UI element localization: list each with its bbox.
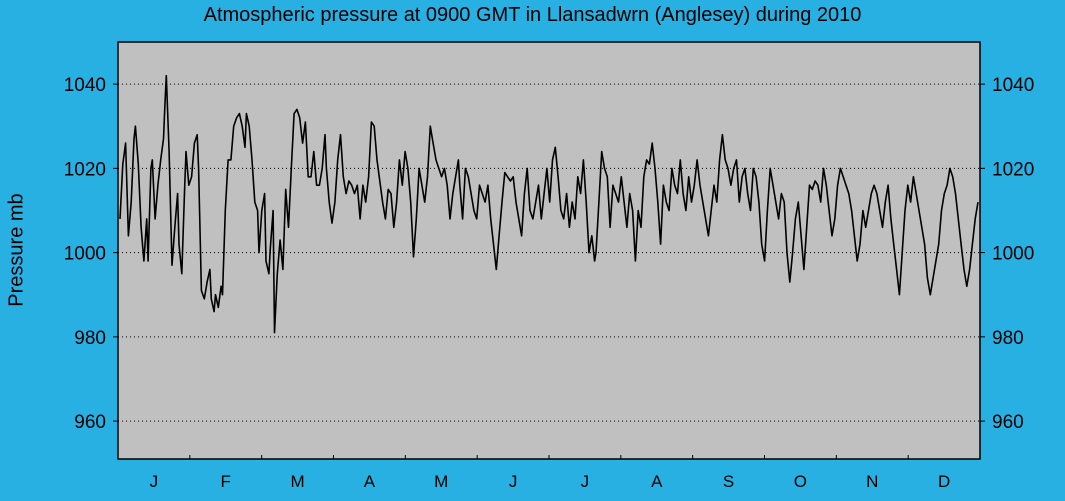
series-layer [119,74,979,334]
x-month-label: N [866,472,878,491]
pressure-series-line [119,74,979,334]
y-tick-label-right: 1040 [992,75,1034,96]
x-month-label: M [290,472,304,491]
y-tick-label-left: 980 [74,328,106,349]
y-tick-label-left: 1040 [64,75,106,96]
x-month-label: A [651,472,663,491]
y-tick-label-left: 1020 [64,159,106,180]
x-month-label: J [581,472,590,491]
y-tick-label-right: 980 [992,328,1024,349]
x-month-label: J [150,472,159,491]
y-tick-label-left: 960 [74,412,106,433]
chart-title: Atmospheric pressure at 0900 GMT in Llan… [203,4,862,26]
y-tick-label-right: 1020 [992,159,1034,180]
x-month-label: D [938,472,950,491]
y-tick-label-right: 960 [992,412,1024,433]
tick-layer: 960 960 980 980 1000 1000 1020 1020 1040 1040 J F M A… [64,75,1035,491]
x-month-label: F [221,472,231,491]
x-month-label: S [723,472,734,491]
x-month-label: A [364,472,376,491]
y-tick-label-left: 1000 [64,244,106,265]
x-month-label: O [794,472,807,491]
x-month-label: M [434,472,448,491]
plot-area [117,41,981,460]
y-tick-label-right: 1000 [992,244,1034,265]
x-month-label: J [509,472,518,491]
